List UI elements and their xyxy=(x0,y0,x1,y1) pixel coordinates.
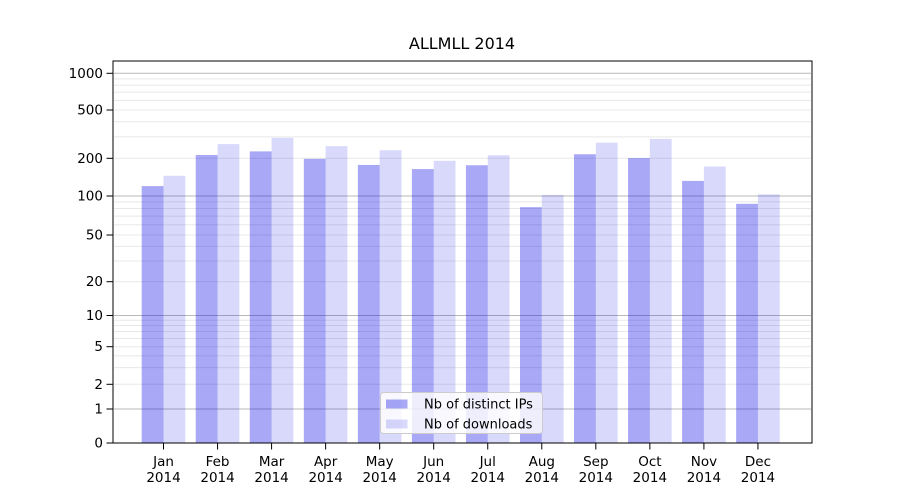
y-tick-label: 100 xyxy=(77,189,103,205)
y-tick-label: 20 xyxy=(86,274,103,290)
bar-nb-of-downloads-mar xyxy=(271,137,294,443)
chart-title: ALLMLL 2014 xyxy=(409,34,515,53)
x-tick-label: Nov 2014 xyxy=(687,454,721,486)
legend-swatch-distinct-ips xyxy=(386,399,408,409)
legend-label-distinct-ips: Nb of distinct IPs xyxy=(424,398,533,413)
x-tick-label: Aug 2014 xyxy=(525,454,559,486)
bar-nb-of-distinct-ips-sep xyxy=(574,154,596,443)
y-tick-label: 200 xyxy=(77,151,103,167)
bar-nb-of-downloads-apr xyxy=(325,146,348,443)
bars xyxy=(141,137,780,444)
x-tick-label: Jul 2014 xyxy=(471,454,505,486)
y-tick-label: 2 xyxy=(94,377,103,393)
bar-nb-of-distinct-ips-mar xyxy=(249,151,272,443)
y-tick-label: 0 xyxy=(94,436,103,452)
bar-nb-of-distinct-ips-aug xyxy=(519,207,542,443)
bar-nb-of-downloads-aug xyxy=(541,194,564,443)
legend-swatch-downloads xyxy=(386,419,408,429)
bar-nb-of-downloads-sep xyxy=(595,142,618,443)
y-tick-label: 500 xyxy=(77,103,103,119)
bar-nb-of-downloads-may xyxy=(379,150,402,443)
x-tick-label: Jan 2014 xyxy=(146,454,180,486)
bar-nb-of-distinct-ips-apr xyxy=(303,158,326,444)
bar-nb-of-downloads-feb xyxy=(217,144,240,443)
legend: Nb of distinct IPs Nb of downloads xyxy=(380,392,543,434)
bar-nb-of-distinct-ips-jul xyxy=(465,165,488,443)
bar-nb-of-downloads-jan xyxy=(163,175,186,443)
x-tick-label: Sep 2014 xyxy=(579,454,613,486)
y-tick-label: 5 xyxy=(94,339,103,355)
y-tick-label: 50 xyxy=(86,228,103,244)
y-tick-label: 1000 xyxy=(69,66,103,82)
legend-label-downloads: Nb of downloads xyxy=(424,418,533,433)
x-tick-label: Dec 2014 xyxy=(741,454,775,486)
bar-nb-of-downloads-dec xyxy=(757,194,780,443)
bar-nb-of-distinct-ips-jun xyxy=(411,169,434,443)
x-tick-label: May 2014 xyxy=(362,454,396,486)
plot-border xyxy=(112,60,813,444)
y-tick-label: 1 xyxy=(94,402,103,418)
x-tick-label: Jun 2014 xyxy=(417,454,451,486)
bar-nb-of-distinct-ips-feb xyxy=(195,154,218,443)
bar-nb-of-downloads-jul xyxy=(487,155,510,443)
y-tick-label: 10 xyxy=(86,308,103,324)
bar-nb-of-downloads-jun xyxy=(433,160,456,443)
legend-box xyxy=(380,392,543,434)
bar-nb-of-distinct-ips-oct xyxy=(628,158,650,443)
x-tick-label: Apr 2014 xyxy=(308,454,342,486)
x-tick-label: Feb 2014 xyxy=(200,454,234,486)
bar-nb-of-distinct-ips-may xyxy=(357,164,380,444)
bar-nb-of-distinct-ips-jan xyxy=(141,186,164,443)
bar-nb-of-downloads-oct xyxy=(649,138,672,443)
bar-nb-of-downloads-nov xyxy=(703,166,726,443)
x-tick-label: Oct 2014 xyxy=(633,454,667,486)
bar-nb-of-distinct-ips-dec xyxy=(736,203,758,443)
x-tick-label: Mar 2014 xyxy=(254,454,288,486)
axes-ticks-labels: 0 1 2 5 10 20 50 100 200 500 1000 Jan 2014 Feb 2014 Mar… xyxy=(69,66,775,486)
bar-nb-of-distinct-ips-nov xyxy=(682,180,704,443)
